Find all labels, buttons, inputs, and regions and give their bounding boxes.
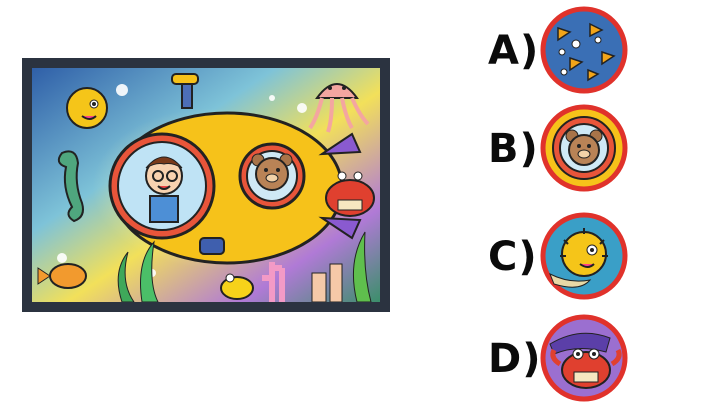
option-a[interactable]: A) xyxy=(488,6,688,94)
option-label: C) xyxy=(488,234,538,280)
option-c[interactable]: C) xyxy=(488,212,688,300)
orange-fish xyxy=(37,263,87,289)
option-label: A) xyxy=(488,28,540,74)
seaweed xyxy=(117,231,372,302)
jellyfish xyxy=(308,83,370,133)
submarine-illustration xyxy=(32,68,380,302)
pufferfish-icon xyxy=(540,212,628,300)
option-label: B) xyxy=(488,126,539,172)
fish-pattern-icon xyxy=(540,6,628,94)
crab xyxy=(325,171,375,217)
submarine xyxy=(108,73,362,265)
yellow-fish xyxy=(220,273,254,300)
seahorse xyxy=(57,150,84,223)
bear-in-window xyxy=(251,153,293,191)
underwater-submarine-picture xyxy=(22,58,390,312)
crab-icon xyxy=(540,314,628,402)
option-d[interactable]: D) xyxy=(488,314,688,402)
option-b[interactable]: B) xyxy=(488,104,688,192)
bear-in-porthole-icon xyxy=(540,104,628,192)
child-in-window xyxy=(145,156,183,223)
coral xyxy=(262,262,343,302)
pufferfish xyxy=(66,87,108,129)
option-label: D) xyxy=(488,336,542,382)
